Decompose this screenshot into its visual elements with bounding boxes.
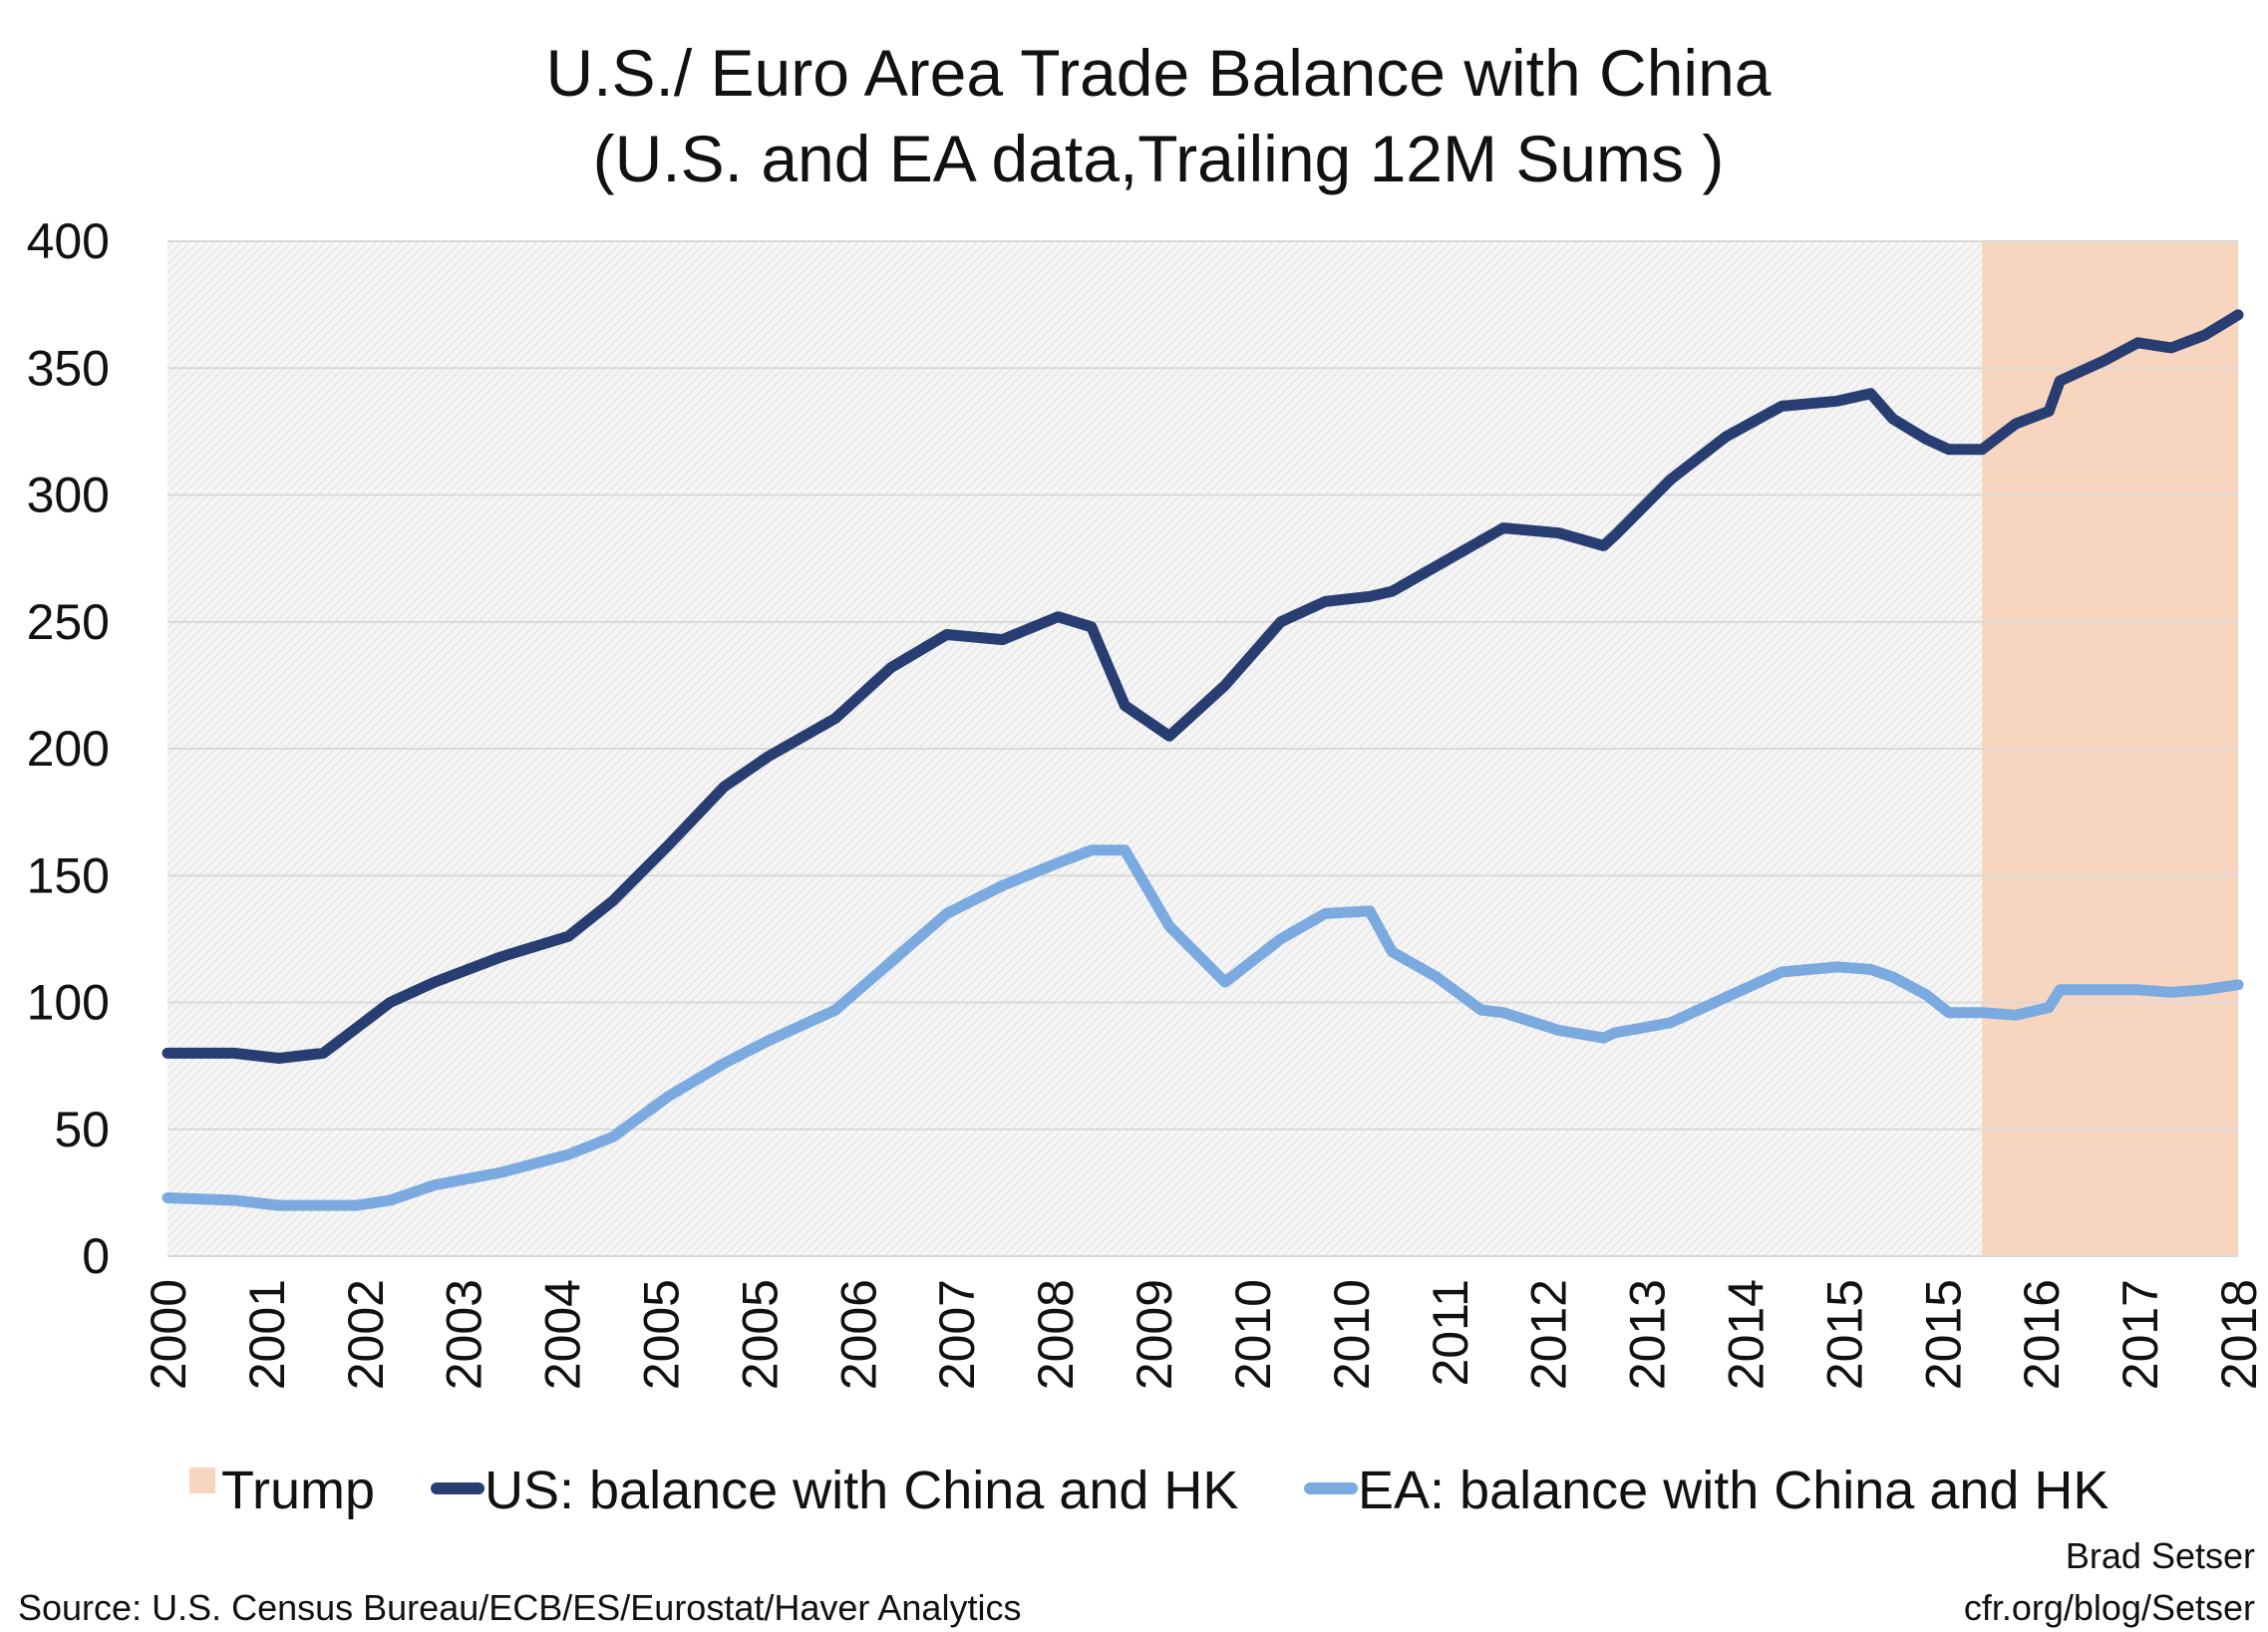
y-tick-label: 150 — [27, 847, 110, 903]
y-tick-label: 0 — [82, 1228, 110, 1284]
x-tick-label: 2013 — [1620, 1279, 1676, 1390]
chart-title: U.S./ Euro Area Trade Balance with China — [546, 36, 1772, 110]
x-tick-label: 2018 — [2211, 1279, 2267, 1390]
y-tick-label: 300 — [27, 468, 110, 523]
y-tick-label: 250 — [27, 594, 110, 650]
x-tick-label: 2017 — [2112, 1279, 2168, 1390]
author-credit: Brad Setser — [2066, 1535, 2255, 1576]
x-tick-label: 2014 — [1718, 1279, 1774, 1390]
author-site: cfr.org/blog/Setser — [1964, 1587, 2255, 1628]
series-line-ea — [162, 844, 2244, 1211]
x-tick-label: 2000 — [141, 1279, 196, 1390]
x-tick-label: 2001 — [239, 1279, 295, 1390]
y-tick-label: 400 — [27, 213, 110, 269]
y-tick-label: 100 — [27, 975, 110, 1031]
x-tick-label: 2011 — [1423, 1279, 1478, 1387]
y-tick-label: 200 — [27, 721, 110, 777]
x-tick-label: 2003 — [437, 1279, 492, 1390]
y-tick-label: 350 — [27, 340, 110, 396]
gridlines — [167, 240, 2238, 1257]
x-tick-label: 2008 — [1028, 1279, 1084, 1390]
x-tick-label: 2012 — [1521, 1279, 1577, 1390]
x-tick-label: 2004 — [535, 1279, 591, 1390]
series-lines — [162, 309, 2244, 1211]
x-tick-label: 2009 — [1127, 1279, 1182, 1390]
x-tick-label: 2002 — [338, 1279, 394, 1390]
x-axis-ticks: 2000 2001 2002 2003 2004 2005 2005 2006 2007 2008… — [141, 1279, 2267, 1390]
x-tick-label: 2010 — [1225, 1279, 1281, 1390]
x-tick-label: 2015 — [1816, 1279, 1872, 1390]
x-tick-label: 2010 — [1324, 1279, 1380, 1390]
legend-label-trump: Trump — [221, 1461, 375, 1520]
legend-label-ea: EA: balance with China and HK — [1358, 1461, 2108, 1520]
series-line-us — [162, 309, 2244, 1064]
legend: Trump US: balance with China and HK EA: … — [189, 1461, 2108, 1520]
y-tick-label: 50 — [54, 1102, 110, 1157]
x-tick-label: 2015 — [1915, 1279, 1971, 1390]
y-axis-ticks: 0 50 100 150 200 250 300 350 400 — [27, 213, 110, 1284]
legend-swatch-trump — [189, 1468, 215, 1493]
x-tick-label: 2016 — [2014, 1279, 2070, 1390]
x-tick-label: 2005 — [634, 1279, 690, 1390]
chart-subtitle: (U.S. and EA data,Trailing 12M Sums ) — [593, 122, 1725, 195]
source-note: Source: U.S. Census Bureau/ECB/ES/Eurost… — [18, 1587, 1021, 1628]
x-tick-label: 2006 — [830, 1279, 886, 1390]
legend-label-us: US: balance with China and HK — [485, 1461, 1238, 1520]
x-tick-label: 2005 — [732, 1279, 788, 1390]
x-tick-label: 2007 — [929, 1279, 985, 1390]
